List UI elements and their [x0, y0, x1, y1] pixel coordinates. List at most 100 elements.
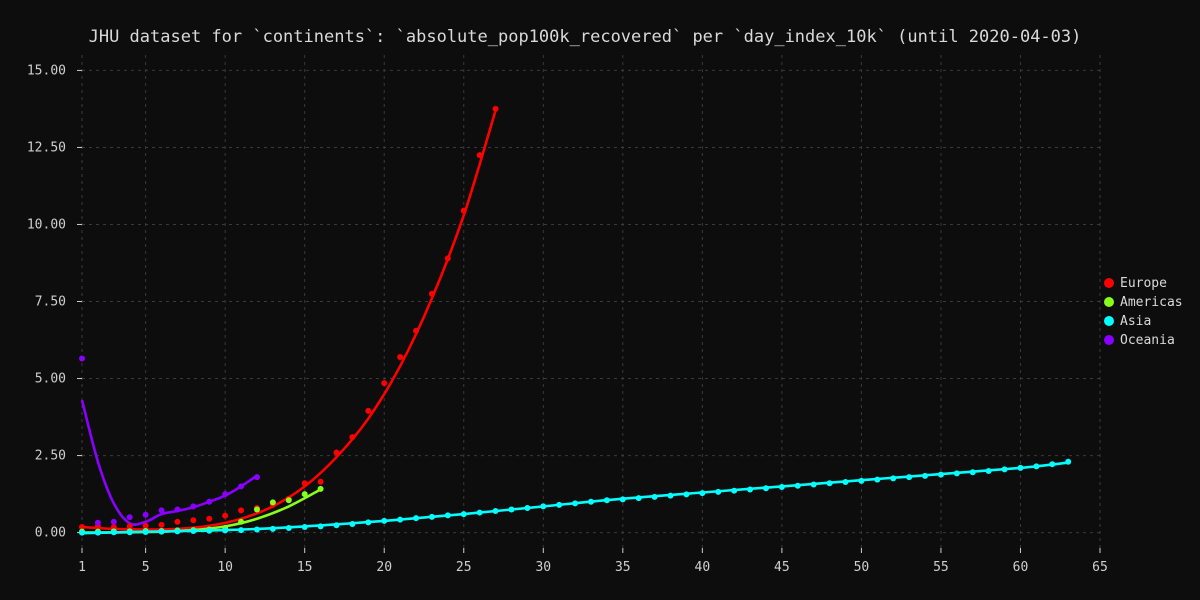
data-point-europe [238, 507, 245, 514]
data-point-asia [365, 519, 372, 526]
data-point-oceania [222, 491, 229, 498]
data-point-asia [174, 528, 181, 535]
x-tick-label: 15 [297, 560, 313, 575]
data-point-asia [1017, 464, 1024, 471]
data-point-asia [206, 527, 213, 534]
data-point-europe [428, 290, 435, 297]
x-tick-label: 40 [695, 560, 711, 575]
data-point-oceania [158, 507, 165, 514]
data-point-europe [413, 327, 420, 334]
data-point-oceania [110, 518, 117, 525]
data-point-asia [603, 497, 610, 504]
chart-title: JHU dataset for `continents`: `absolute_… [89, 27, 1082, 47]
data-point-asia [969, 469, 976, 476]
y-tick-label: 5.00 [35, 372, 66, 387]
data-point-europe [222, 512, 229, 519]
data-point-asia [222, 527, 229, 534]
data-point-asia [1049, 461, 1056, 468]
trend-line-europe [81, 110, 497, 531]
y-tick-label: 2.50 [35, 449, 66, 464]
x-tick-label: 60 [1013, 560, 1029, 575]
data-point-europe [317, 478, 324, 485]
data-point-asia [110, 529, 117, 536]
data-point-europe [397, 353, 404, 360]
data-point-asia [556, 501, 563, 508]
data-points [79, 105, 1072, 536]
data-point-asia [476, 509, 483, 516]
data-point-europe [492, 105, 499, 112]
data-point-oceania [79, 355, 85, 362]
data-point-europe [126, 523, 133, 530]
data-point-asia [540, 503, 547, 510]
data-point-asia [699, 490, 706, 497]
x-tick-label: 65 [1092, 560, 1108, 575]
data-point-oceania [206, 498, 213, 505]
data-point-asia [572, 500, 579, 507]
data-point-europe [174, 518, 181, 525]
x-tick-label: 55 [933, 560, 949, 575]
data-point-asia [778, 483, 785, 490]
data-point-asia [492, 508, 499, 515]
data-point-asia [413, 515, 420, 522]
data-point-europe [381, 380, 388, 387]
x-tick-label: 45 [774, 560, 790, 575]
legend-label-oceania: Oceania [1120, 333, 1175, 348]
legend-label-asia: Asia [1120, 314, 1151, 329]
y-tick-label: 15.00 [27, 63, 66, 78]
data-point-asia [715, 488, 722, 495]
data-point-asia [1033, 463, 1040, 470]
trend-lines [80, 110, 1069, 535]
data-point-asia [79, 529, 85, 536]
data-point-asia [667, 492, 674, 499]
y-tick-label: 7.50 [35, 295, 66, 310]
data-point-asia [333, 522, 340, 529]
data-point-europe [142, 522, 149, 529]
data-point-oceania [94, 519, 101, 526]
data-point-asia [985, 467, 992, 474]
data-point-asia [1001, 466, 1008, 473]
data-point-asia [731, 487, 738, 494]
data-point-asia [253, 526, 260, 533]
data-point-europe [444, 255, 451, 262]
data-point-oceania [126, 514, 133, 521]
data-point-asia [922, 472, 929, 479]
data-point-asia [142, 528, 149, 535]
y-tick-label: 0.00 [35, 526, 66, 541]
data-point-asia [588, 498, 594, 505]
data-point-asia [158, 528, 165, 535]
data-point-asia [349, 520, 356, 527]
x-tick-label: 50 [854, 560, 870, 575]
y-axis-ticks: 0.00 2.50 5.00 7.50 10.00 12.50 15.00 [27, 63, 82, 541]
data-point-asia [94, 529, 101, 536]
data-point-asia [619, 496, 626, 503]
grid [81, 55, 1101, 548]
data-point-asia [126, 529, 133, 536]
x-tick-label: 5 [142, 560, 150, 575]
data-point-americas [285, 497, 292, 504]
data-point-americas [317, 485, 324, 492]
data-point-asia [794, 482, 801, 489]
data-point-asia [238, 527, 245, 534]
data-point-europe [79, 524, 85, 531]
legend-marker-europe [1104, 278, 1114, 288]
x-tick-label: 10 [217, 560, 233, 575]
data-point-asia [508, 506, 515, 513]
data-point-europe [158, 521, 165, 528]
data-point-asia [874, 476, 881, 483]
data-point-asia [269, 525, 276, 532]
data-point-asia [1065, 458, 1072, 465]
data-point-americas [301, 491, 308, 498]
x-tick-label: 20 [376, 560, 392, 575]
data-point-asia [317, 523, 324, 530]
data-point-asia [397, 516, 404, 523]
data-point-oceania [238, 483, 245, 490]
data-point-asia [381, 517, 388, 524]
x-tick-label: 25 [456, 560, 472, 575]
data-point-americas [269, 499, 276, 506]
data-point-europe [110, 524, 117, 531]
data-point-asia [460, 511, 467, 518]
data-point-asia [524, 504, 531, 511]
data-point-asia [937, 471, 944, 478]
data-point-asia [762, 485, 769, 492]
